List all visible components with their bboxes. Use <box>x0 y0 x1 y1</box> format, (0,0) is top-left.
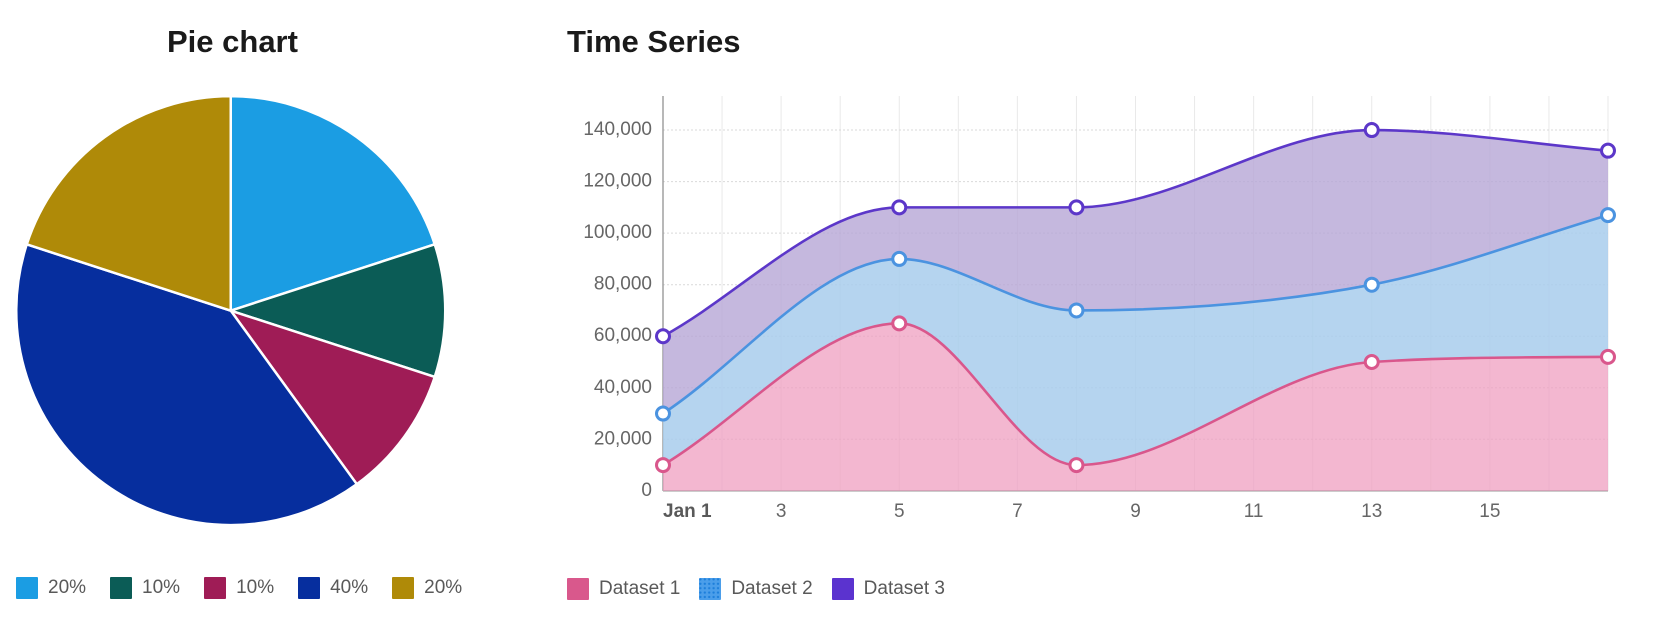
svg-text:15: 15 <box>1479 501 1500 522</box>
svg-text:0: 0 <box>641 480 652 501</box>
svg-text:60,000: 60,000 <box>594 325 652 346</box>
svg-text:100,000: 100,000 <box>583 222 652 243</box>
svg-text:20,000: 20,000 <box>594 428 652 449</box>
svg-text:80,000: 80,000 <box>594 274 652 295</box>
svg-text:140,000: 140,000 <box>583 119 652 140</box>
svg-text:11: 11 <box>1244 501 1264 522</box>
svg-text:Jan 1: Jan 1 <box>663 501 712 522</box>
svg-text:5: 5 <box>894 501 905 522</box>
svg-text:120,000: 120,000 <box>583 171 652 192</box>
svg-text:3: 3 <box>776 501 787 522</box>
svg-text:13: 13 <box>1361 501 1382 522</box>
svg-text:40,000: 40,000 <box>594 377 652 398</box>
svg-text:9: 9 <box>1130 501 1141 522</box>
svg-text:7: 7 <box>1012 501 1023 522</box>
